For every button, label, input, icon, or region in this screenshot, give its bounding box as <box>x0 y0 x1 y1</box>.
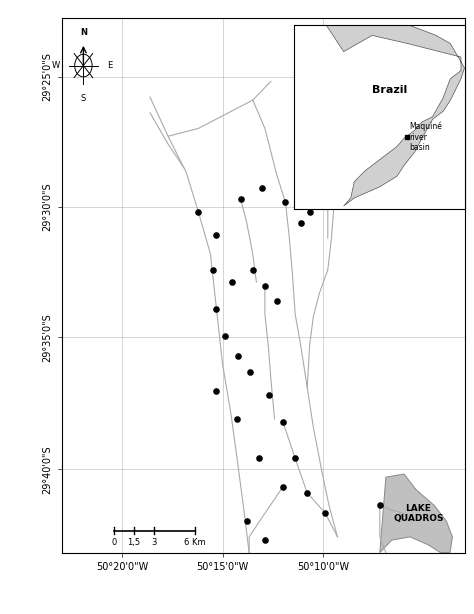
Point <box>213 230 220 240</box>
Point <box>316 197 323 207</box>
Point <box>228 278 236 287</box>
Point <box>259 183 266 193</box>
Text: N: N <box>80 28 87 37</box>
Point <box>376 500 383 510</box>
Point <box>282 197 289 207</box>
Point <box>303 488 311 498</box>
Point <box>194 207 202 217</box>
Point <box>273 297 281 306</box>
Point <box>246 367 254 377</box>
Point <box>306 207 313 217</box>
Point <box>209 265 217 274</box>
Polygon shape <box>380 474 452 553</box>
Text: 3: 3 <box>152 538 157 548</box>
Point <box>249 265 256 274</box>
Text: LAKE
QUADROS: LAKE QUADROS <box>393 503 444 523</box>
Point <box>255 453 263 463</box>
Point <box>261 281 269 290</box>
Text: 6 Km: 6 Km <box>184 538 206 548</box>
Point <box>233 414 241 424</box>
Point <box>297 218 305 228</box>
Point <box>292 453 299 463</box>
Point <box>279 482 287 492</box>
Text: Maquiné
river
basin: Maquiné river basin <box>410 122 442 152</box>
Text: E: E <box>107 61 112 70</box>
Point <box>264 391 272 400</box>
Text: W: W <box>52 61 60 70</box>
Point <box>213 304 220 314</box>
Point <box>261 535 269 545</box>
Point <box>279 418 287 427</box>
Point <box>213 386 220 395</box>
Point <box>235 351 242 361</box>
Text: 1,5: 1,5 <box>128 538 141 548</box>
Point <box>243 516 251 526</box>
Text: S: S <box>81 94 86 103</box>
Text: Brazil: Brazil <box>372 85 408 95</box>
Point <box>237 194 245 204</box>
Point <box>321 508 329 518</box>
Polygon shape <box>326 25 465 206</box>
Text: 0: 0 <box>111 538 116 548</box>
Point <box>221 331 229 341</box>
